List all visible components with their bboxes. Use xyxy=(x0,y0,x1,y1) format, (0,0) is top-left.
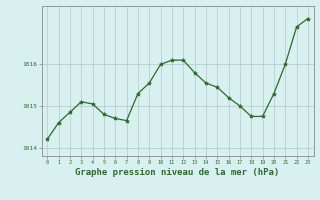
X-axis label: Graphe pression niveau de la mer (hPa): Graphe pression niveau de la mer (hPa) xyxy=(76,168,280,177)
